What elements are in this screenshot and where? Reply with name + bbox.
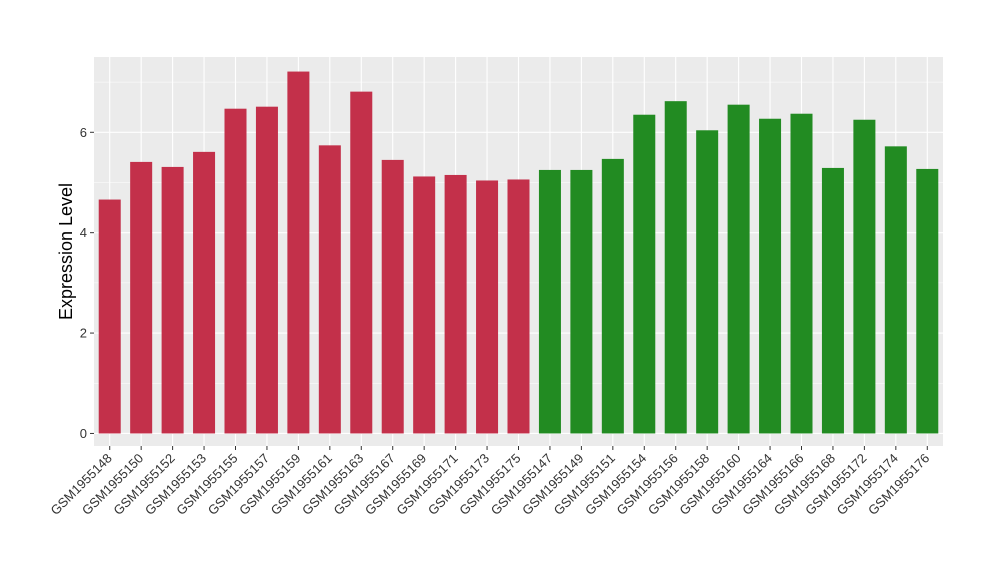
bar-GSM1955169: [413, 176, 436, 434]
y-axis-title: Expression Level: [56, 183, 76, 320]
bar-GSM1955168: [821, 167, 844, 434]
bar-GSM1955154: [633, 114, 656, 434]
y-tick-label: 6: [80, 125, 87, 140]
bar-GSM1955153: [193, 151, 216, 434]
bar-GSM1955167: [381, 159, 404, 434]
bar-GSM1955164: [759, 118, 782, 434]
bar-GSM1955160: [727, 104, 750, 434]
y-axis: 0 2 4 6: [80, 125, 94, 441]
bar-GSM1955149: [570, 169, 593, 434]
bar-GSM1955176: [916, 168, 939, 434]
bar-GSM1955173: [476, 180, 499, 434]
bar-GSM1955151: [601, 158, 624, 434]
bar-GSM1955171: [444, 174, 467, 434]
bar-GSM1955161: [318, 145, 341, 434]
bars: [98, 71, 939, 434]
bar-GSM1955152: [161, 166, 184, 434]
y-tick-label: 0: [80, 426, 87, 441]
bar-GSM1955166: [790, 113, 813, 434]
bar-GSM1955155: [224, 108, 247, 434]
bar-GSM1955158: [696, 130, 719, 434]
bar-GSM1955148: [98, 199, 121, 434]
bar-GSM1955150: [130, 161, 153, 434]
bar-GSM1955172: [853, 119, 876, 434]
bar-GSM1955147: [538, 169, 561, 434]
y-tick-label: 2: [80, 326, 87, 341]
bar-GSM1955157: [255, 106, 278, 434]
y-tick-label: 4: [80, 225, 87, 240]
bar-GSM1955159: [287, 71, 310, 434]
bar-GSM1955163: [350, 91, 373, 434]
bar-GSM1955156: [664, 101, 687, 434]
bar-GSM1955175: [507, 179, 530, 434]
bar-GSM1955174: [884, 146, 907, 434]
x-axis: GSM1955148GSM1955150GSM1955152GSM1955153…: [48, 446, 932, 518]
